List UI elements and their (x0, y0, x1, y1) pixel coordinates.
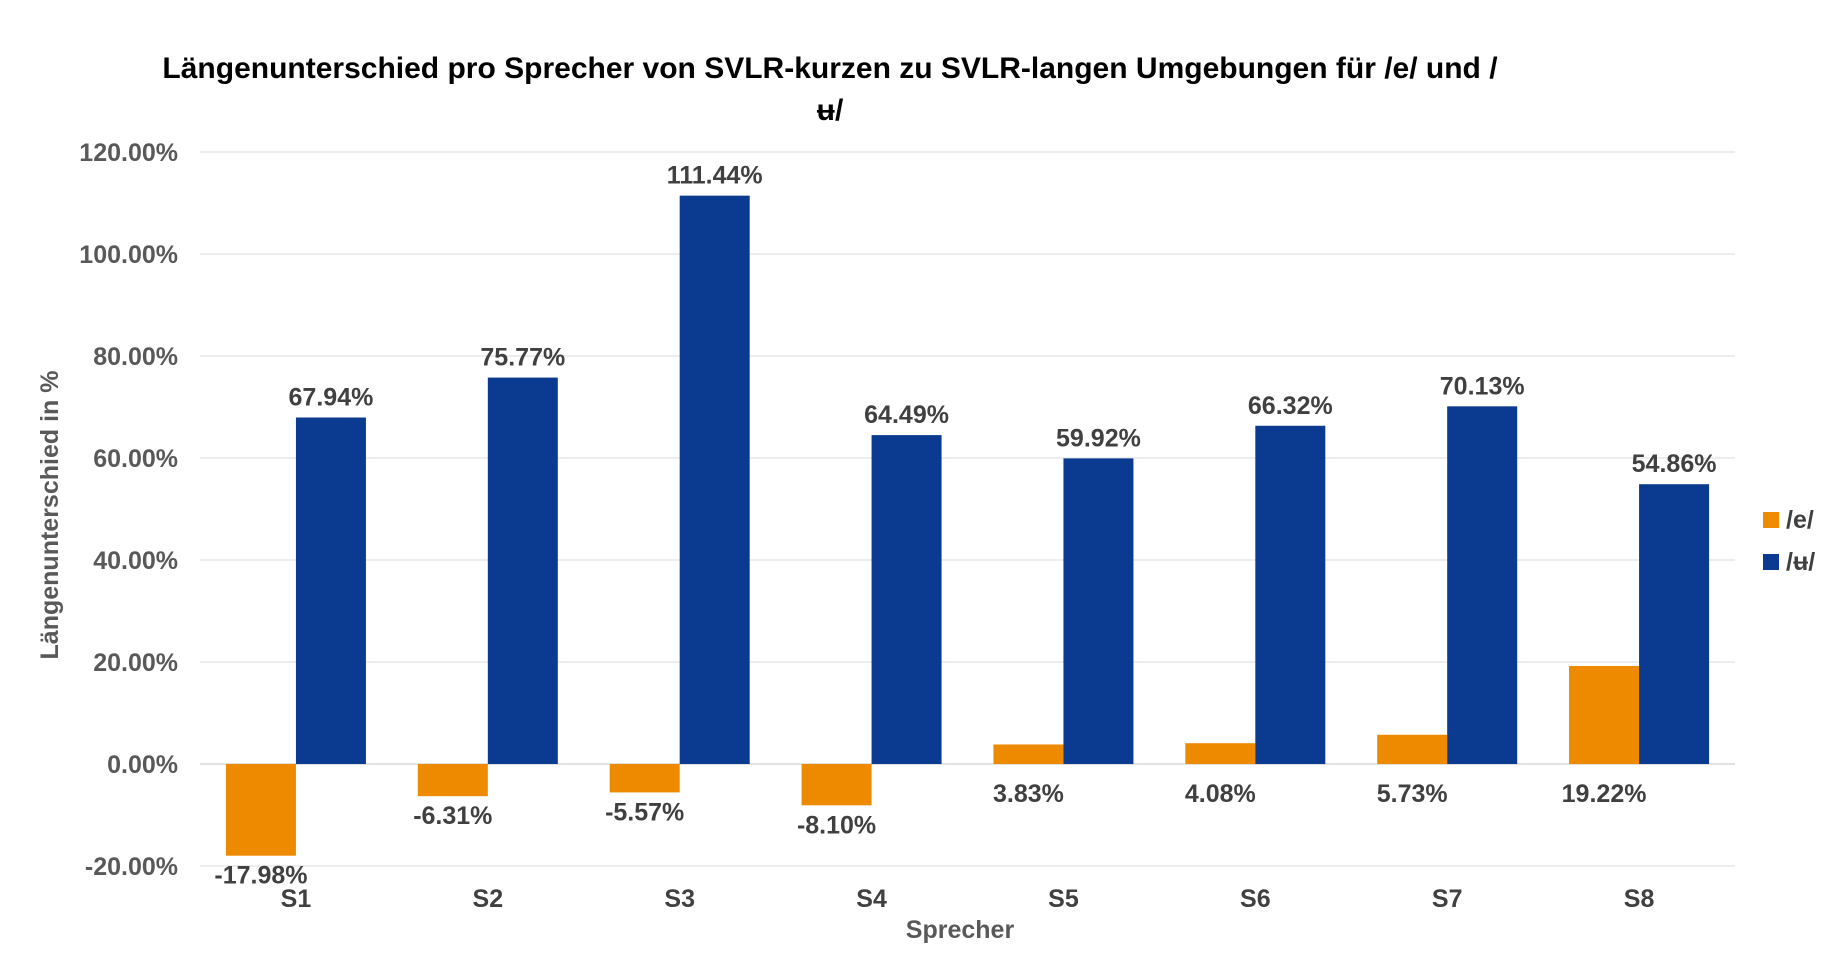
data-label: 54.86% (1632, 450, 1717, 478)
data-label: 59.92% (1056, 424, 1141, 452)
x-tick-label: S4 (856, 885, 887, 913)
data-label: -17.98% (214, 862, 307, 890)
legend-swatch (1763, 512, 1779, 528)
bar-e-S7 (1377, 734, 1448, 764)
data-label: 19.22% (1562, 780, 1647, 808)
y-tick-label: 80.00% (93, 343, 178, 371)
bar-e-S3 (609, 764, 680, 793)
x-axis-title: Sprecher (906, 916, 1015, 944)
legend: /e/ /ʉ/ (1763, 506, 1815, 576)
x-tick-label: S6 (1240, 885, 1271, 913)
data-label: 67.94% (289, 384, 374, 412)
data-label: 70.13% (1440, 372, 1525, 400)
bar-u-S5 (1063, 458, 1134, 764)
legend-swatch (1763, 554, 1779, 570)
y-tick-label: 120.00% (79, 139, 178, 167)
legend-label: /ʉ/ (1786, 548, 1815, 576)
y-tick-label: 100.00% (79, 241, 178, 269)
data-label: 3.83% (993, 780, 1064, 808)
bar-u-S7 (1447, 406, 1518, 764)
legend-label: /e/ (1786, 506, 1814, 534)
bar-u-S3 (679, 195, 750, 764)
data-label: 4.08% (1185, 780, 1256, 808)
bar-u-S2 (487, 377, 558, 764)
y-axis-title: Längenunterschied in % (36, 371, 64, 660)
data-label: -6.31% (413, 802, 492, 830)
data-label: 64.49% (864, 401, 949, 429)
bars (225, 195, 1710, 856)
x-tick-label: S7 (1432, 885, 1463, 913)
data-label: 111.44% (667, 162, 763, 190)
y-tick-label: 0.00% (107, 751, 178, 779)
y-tick-label: 40.00% (93, 547, 178, 575)
y-tick-label: 60.00% (93, 445, 178, 473)
bar-u-S8 (1639, 484, 1710, 764)
data-label: 66.32% (1248, 392, 1333, 420)
x-axis-categories: S1 S2 S3 S4 S5 S6 S7 S8 (281, 885, 1655, 913)
x-tick-label: S5 (1048, 885, 1079, 913)
bar-e-S2 (417, 764, 488, 797)
y-tick-label: 20.00% (93, 649, 178, 677)
y-tick-label: -20.00% (85, 853, 178, 881)
x-tick-label: S3 (664, 885, 695, 913)
bar-e-S6 (1185, 743, 1256, 764)
bar-e-S8 (1569, 665, 1640, 764)
bar-u-S1 (295, 417, 366, 764)
data-label: 75.77% (480, 344, 565, 372)
x-tick-label: S2 (473, 885, 504, 913)
data-label: -8.10% (797, 811, 876, 839)
x-tick-label: S8 (1624, 885, 1655, 913)
bar-e-S5 (993, 744, 1064, 764)
chart-title: Längenunterschied pro Sprecher von SVLR-… (162, 52, 1498, 127)
y-axis-ticks: -20.00% 0.00% 20.00% 40.00% 60.00% 80.00% 100.… (79, 139, 178, 881)
data-labels: -17.98% 67.94% -6.31% 75.77% -5.57% 111.44% -8… (214, 162, 1716, 890)
bar-e-S4 (801, 764, 872, 806)
bar-u-S4 (871, 435, 942, 764)
x-tick-label: S1 (281, 885, 312, 913)
bar-e-S1 (225, 764, 296, 856)
bar-u-S6 (1255, 425, 1326, 764)
data-label: -5.57% (605, 798, 684, 826)
data-label: 5.73% (1377, 780, 1448, 808)
